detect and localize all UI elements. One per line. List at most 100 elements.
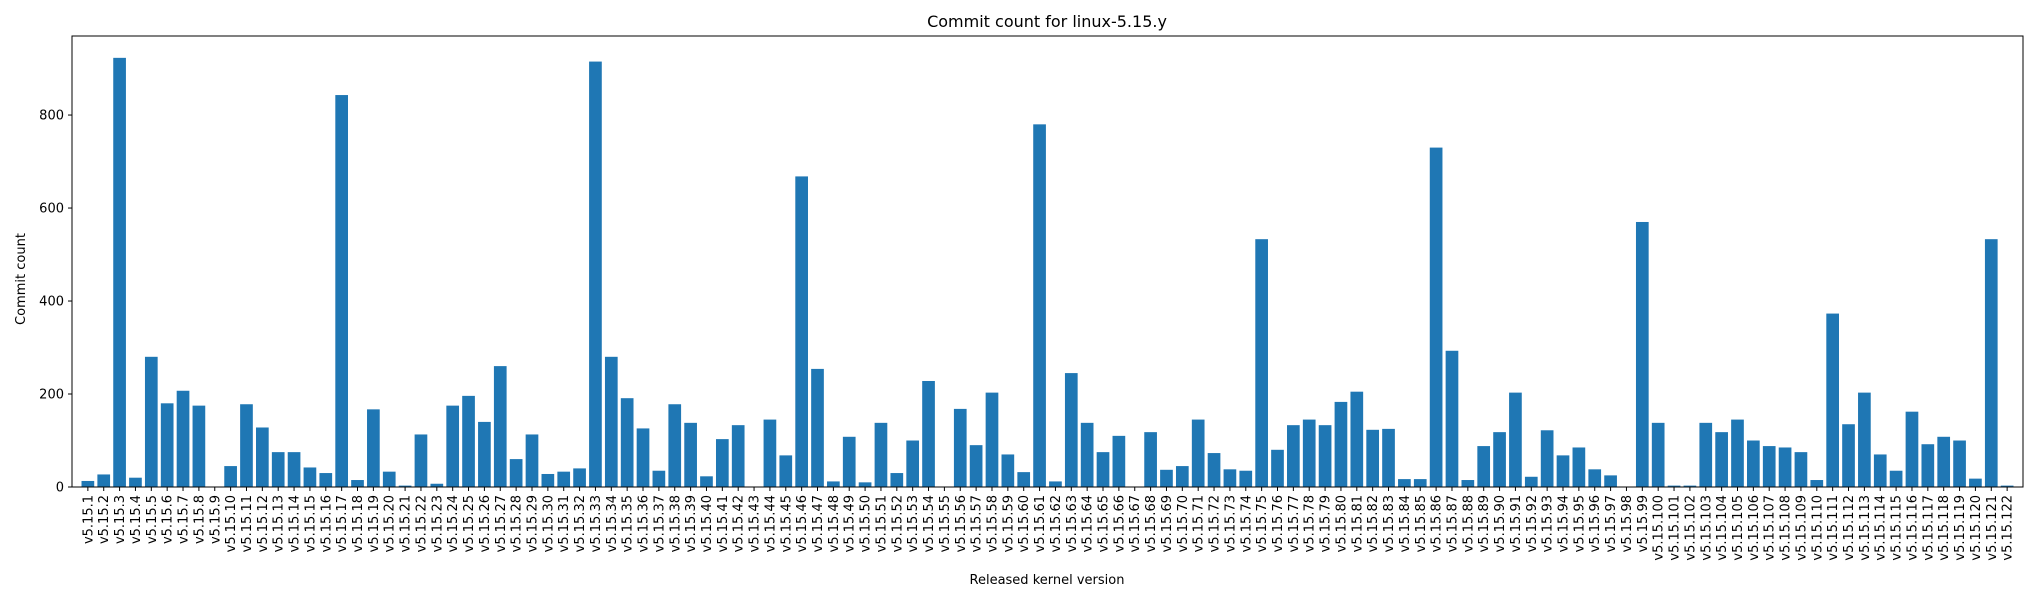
x-tick-label: v5.15.96 [1588, 495, 1603, 552]
y-tick-label: 400 [39, 295, 64, 310]
bar-v5.15.30 [541, 473, 555, 487]
x-tick-label: v5.15.19 [367, 495, 382, 552]
bar-v5.15.29 [525, 434, 539, 487]
y-axis-label: Commit count [14, 233, 29, 325]
x-tick-label: v5.15.75 [1255, 495, 1270, 552]
x-tick-label: v5.15.78 [1303, 495, 1318, 552]
x-tick-label: v5.15.110 [1810, 495, 1825, 561]
bar-v5.15.41 [715, 439, 729, 487]
x-tick-label: v5.15.101 [1668, 495, 1683, 561]
x-tick-label: v5.15.97 [1604, 495, 1619, 552]
bar-v5.15.93 [1540, 430, 1554, 487]
x-tick-label: v5.15.83 [1382, 495, 1397, 552]
bar-v5.15.36 [636, 428, 650, 487]
bar-v5.15.73 [1223, 469, 1237, 487]
bar-v5.15.83 [1382, 428, 1395, 487]
x-tick-label: v5.15.26 [478, 495, 493, 552]
x-tick-label: v5.15.62 [1049, 495, 1064, 552]
x-tick-label: v5.15.48 [827, 495, 842, 552]
x-tick-label: v5.15.113 [1858, 495, 1873, 561]
bar-v5.15.22 [414, 434, 428, 487]
x-tick-label: v5.15.79 [1319, 495, 1334, 552]
x-tick-label: v5.15.120 [1969, 495, 1984, 561]
x-tick-label: v5.15.9 [208, 495, 223, 544]
bar-v5.15.58 [985, 392, 999, 487]
x-tick-label: v5.15.13 [272, 495, 287, 552]
x-tick-label: v5.15.36 [637, 495, 652, 552]
bar-v5.15.28 [509, 459, 523, 487]
bar-v5.15.51 [874, 422, 888, 487]
x-tick-label: v5.15.64 [1081, 495, 1096, 552]
bar-v5.15.102 [1683, 485, 1697, 487]
bar-v5.15.121 [1984, 239, 1998, 487]
x-tick-label: v5.15.118 [1937, 495, 1952, 561]
bar-v5.15.70 [1175, 466, 1189, 487]
x-tick-label: v5.15.74 [1239, 495, 1254, 552]
x-tick-label: v5.15.4 [129, 495, 144, 544]
bar-v5.15.10 [224, 466, 237, 487]
bar-v5.15.3 [113, 57, 126, 487]
bar-v5.15.53 [906, 440, 920, 487]
x-tick-label: v5.15.40 [700, 495, 715, 552]
bar-v5.15.78 [1302, 419, 1316, 487]
bar-v5.15.6 [160, 403, 174, 487]
x-tick-label: v5.15.93 [1541, 495, 1556, 552]
bar-v5.15.61 [1033, 124, 1046, 487]
x-tick-label: v5.15.25 [462, 495, 477, 552]
bar-v5.15.32 [573, 468, 586, 487]
bar-v5.15.17 [335, 95, 348, 488]
x-tick-label: v5.15.28 [510, 495, 525, 552]
bar-v5.15.7 [176, 390, 190, 487]
x-tick-label: v5.15.80 [1334, 495, 1349, 552]
x-tick-label: v5.15.89 [1477, 495, 1492, 552]
x-tick-label: v5.15.41 [716, 495, 731, 552]
bar-v5.15.2 [97, 474, 111, 487]
bar-v5.15.96 [1588, 469, 1602, 487]
x-tick-label: v5.15.87 [1445, 495, 1460, 552]
x-tick-label: v5.15.122 [2001, 495, 2016, 561]
bar-v5.15.85 [1413, 479, 1427, 487]
bar-v5.15.8 [192, 405, 206, 487]
bar-v5.15.47 [811, 368, 824, 487]
x-tick-label: v5.15.6 [161, 495, 176, 544]
x-tick-label: v5.15.114 [1874, 495, 1889, 561]
x-tick-label: v5.15.30 [541, 495, 556, 552]
x-tick-label: v5.15.33 [589, 495, 604, 552]
x-tick-label: v5.15.58 [985, 495, 1000, 552]
bar-v5.15.35 [620, 398, 634, 487]
x-tick-label: v5.15.42 [732, 495, 747, 552]
x-tick-label: v5.15.14 [288, 495, 303, 552]
bar-v5.15.40 [700, 476, 713, 487]
bar-v5.15.72 [1207, 453, 1221, 487]
bar-v5.15.119 [1953, 440, 1966, 487]
bar-v5.15.88 [1461, 480, 1475, 487]
y-tick-label: 0 [56, 481, 64, 496]
x-tick-label: v5.15.11 [240, 495, 255, 552]
x-tick-label: v5.15.32 [573, 495, 588, 552]
plot-frame [71, 35, 2024, 488]
bar-v5.15.92 [1524, 476, 1538, 487]
x-tick-label: v5.15.86 [1430, 495, 1445, 552]
bar-v5.15.107 [1762, 446, 1776, 487]
x-tick-label: v5.15.82 [1366, 495, 1381, 552]
x-tick-label: v5.15.46 [795, 495, 810, 552]
bar-v5.15.23 [430, 483, 444, 487]
bar-v5.15.18 [351, 480, 364, 487]
bar-v5.15.45 [779, 455, 793, 487]
bar-v5.15.105 [1731, 419, 1744, 487]
bar-v5.15.76 [1271, 449, 1284, 487]
x-tick-label: v5.15.23 [430, 495, 445, 552]
x-tick-label: v5.15.94 [1557, 495, 1572, 552]
x-tick-label: v5.15.66 [1112, 495, 1127, 552]
x-tick-label: v5.15.88 [1461, 495, 1476, 552]
x-tick-label: v5.15.56 [954, 495, 969, 552]
x-tick-label: v5.15.51 [874, 495, 889, 552]
x-tick-label: v5.15.73 [1223, 495, 1238, 552]
x-tick-label: v5.15.108 [1779, 495, 1794, 561]
bar-v5.15.100 [1651, 422, 1665, 487]
bar-v5.15.91 [1509, 392, 1522, 487]
x-tick-label: v5.15.2 [97, 495, 112, 544]
bar-v5.15.64 [1080, 422, 1094, 487]
bar-v5.15.97 [1604, 475, 1617, 487]
x-tick-label: v5.15.69 [1160, 495, 1175, 552]
